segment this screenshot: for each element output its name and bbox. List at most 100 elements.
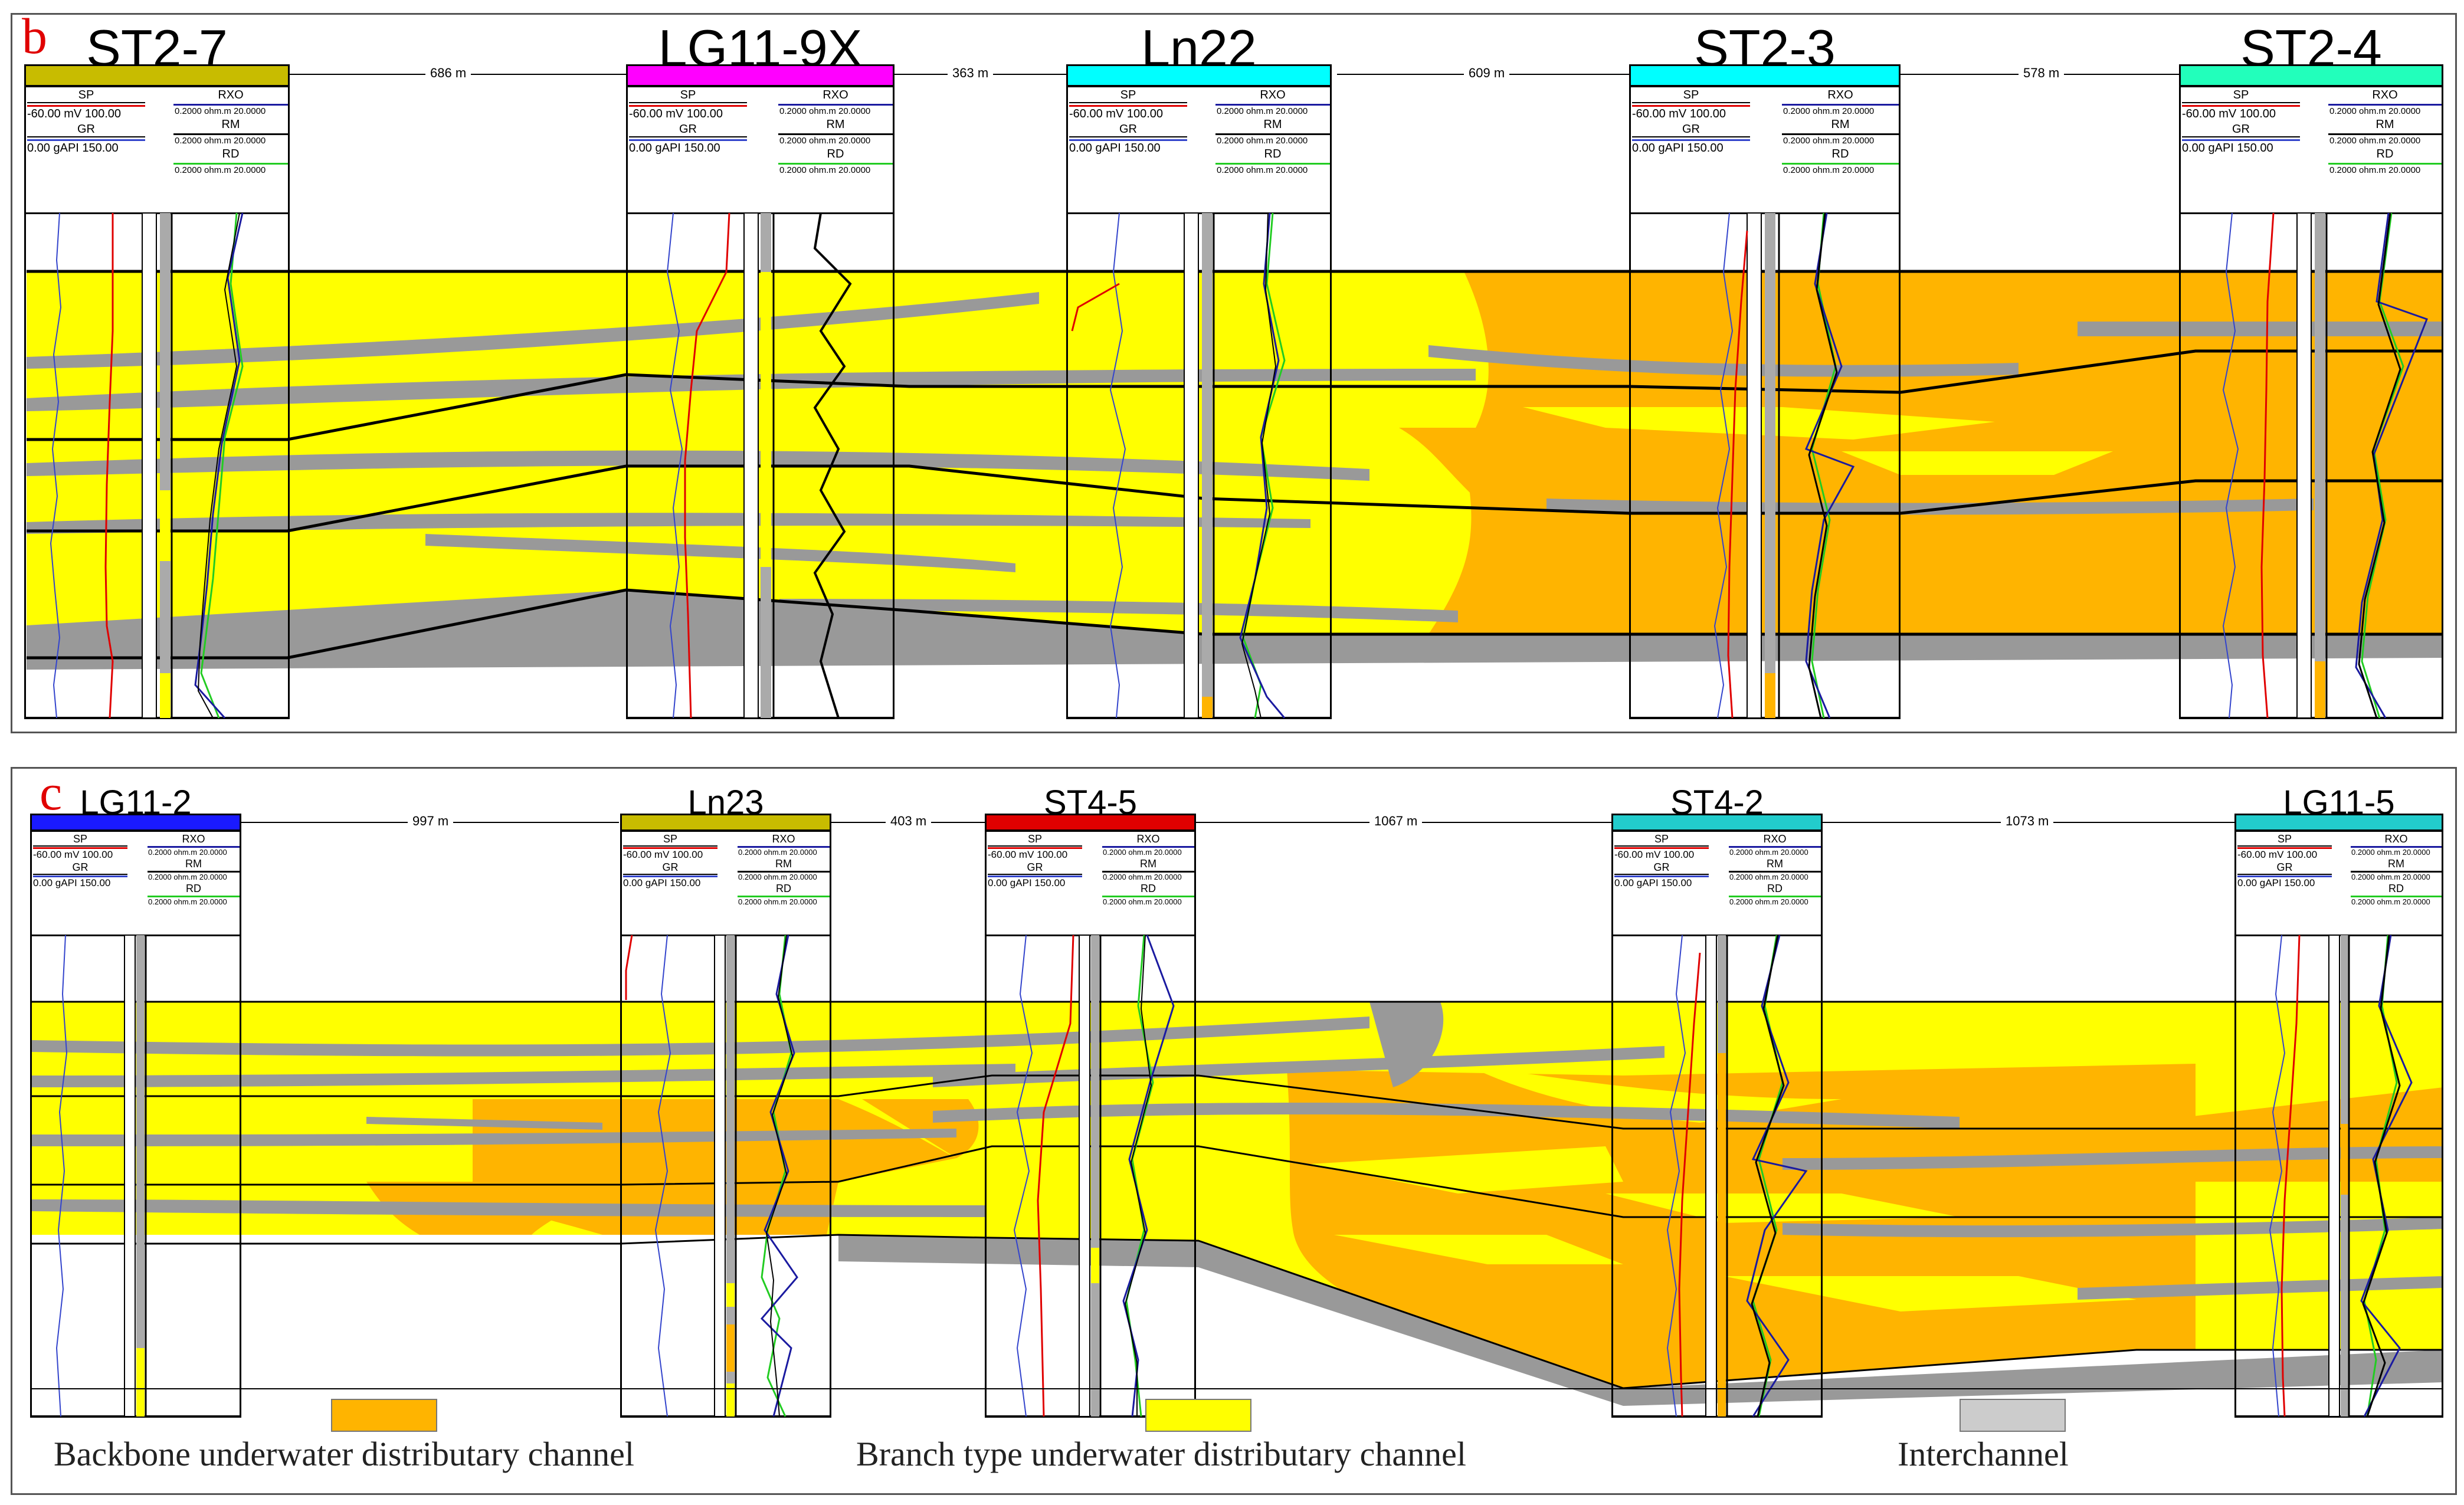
rd-line bbox=[1215, 163, 1330, 165]
log-header: SP -60.00 mV 100.00 GR 0.00 gAPI 150.00 … bbox=[2179, 86, 2443, 214]
rd-label: RD bbox=[1141, 883, 1156, 894]
gr-line bbox=[33, 876, 127, 877]
rxo-range: 0.2000 ohm.m 20.0000 bbox=[1103, 848, 1182, 857]
sp-line bbox=[2237, 847, 2332, 849]
gr-range: 0.00 gAPI 150.00 bbox=[2182, 142, 2273, 155]
rd-label: RD bbox=[2376, 147, 2394, 160]
gr-label: GR bbox=[623, 861, 717, 875]
sp-range: -60.00 mV 100.00 bbox=[629, 107, 723, 120]
rm-line bbox=[778, 133, 893, 135]
distance-label: 609 m bbox=[1464, 65, 1510, 81]
gr-label: GR bbox=[1069, 123, 1187, 137]
well-column: ST4-2 SP -60.00 mV 100.00 GR 0.00 gAPI 1… bbox=[1611, 783, 1823, 1418]
well-column: ST4-5 SP -60.00 mV 100.00 GR 0.00 gAPI 1… bbox=[985, 783, 1196, 1418]
branch-lens bbox=[1842, 451, 2113, 475]
rm-range: 0.2000 ohm.m 20.0000 bbox=[2351, 873, 2430, 881]
gr-line bbox=[988, 876, 1082, 877]
rm-label: RM bbox=[2375, 118, 2394, 131]
legend-label-backbone: Backbone underwater distributary channel bbox=[54, 1435, 635, 1473]
rm-range: 0.2000 ohm.m 20.0000 bbox=[148, 873, 227, 881]
gr-line bbox=[1632, 139, 1750, 141]
sp-range: -60.00 mV 100.00 bbox=[2182, 107, 2276, 120]
well-column: ST2-4 SP -60.00 mV 100.00 GR 0.00 gAPI 1… bbox=[2179, 19, 2443, 719]
log-track bbox=[2234, 935, 2443, 1418]
log-track bbox=[1066, 213, 1332, 719]
log-header: SP -60.00 mV 100.00 GR 0.00 gAPI 150.00 … bbox=[620, 830, 831, 936]
gr-line bbox=[2182, 139, 2300, 141]
interchannel-streaks bbox=[30, 1002, 2443, 1406]
rd-range: 0.2000 ohm.m 20.0000 bbox=[1783, 165, 1875, 175]
log-track bbox=[1611, 935, 1823, 1418]
rd-line bbox=[1729, 896, 1821, 897]
well-column: ST2-7 SP -60.00 mV 100.00 GR 0.00 gAPI 1… bbox=[24, 19, 290, 719]
rm-label: RM bbox=[775, 858, 792, 870]
sp-line bbox=[1069, 105, 1187, 107]
rd-line bbox=[778, 163, 893, 165]
rd-line bbox=[173, 163, 288, 165]
legend-swatch-backbone bbox=[331, 1399, 437, 1432]
rm-line bbox=[2328, 133, 2442, 135]
well-color-bar bbox=[626, 64, 894, 87]
sp-label: SP bbox=[1069, 88, 1187, 103]
legend-divider bbox=[30, 1388, 2443, 1389]
rxo-range: 0.2000 ohm.m 20.0000 bbox=[1729, 848, 1808, 857]
rxo-label: RXO bbox=[1763, 833, 1787, 845]
rd-label: RD bbox=[776, 883, 791, 894]
sp-line bbox=[33, 847, 127, 849]
rd-range: 0.2000 ohm.m 20.0000 bbox=[738, 897, 817, 906]
distance-label: 686 m bbox=[425, 65, 471, 81]
rm-line bbox=[2351, 871, 2442, 873]
legend-swatch-interchannel bbox=[1960, 1399, 2066, 1432]
rd-range: 0.2000 ohm.m 20.0000 bbox=[175, 165, 266, 175]
rd-line bbox=[148, 896, 240, 897]
sp-line bbox=[2182, 105, 2300, 107]
rxo-line bbox=[148, 846, 240, 848]
sp-label: SP bbox=[2182, 88, 2300, 103]
log-track bbox=[24, 213, 290, 719]
log-header: SP -60.00 mV 100.00 GR 0.00 gAPI 150.00 … bbox=[2234, 830, 2443, 936]
log-track bbox=[1629, 213, 1901, 719]
sp-range: -60.00 mV 100.00 bbox=[1069, 107, 1163, 120]
gr-label: GR bbox=[629, 123, 747, 137]
rxo-range: 0.2000 ohm.m 20.0000 bbox=[2351, 848, 2430, 857]
gr-range: 0.00 gAPI 150.00 bbox=[33, 877, 111, 888]
gr-range: 0.00 gAPI 150.00 bbox=[1632, 142, 1724, 155]
legend-label-branch: Branch type underwater distributary chan… bbox=[856, 1435, 1466, 1473]
log-header: SP -60.00 mV 100.00 GR 0.00 gAPI 150.00 … bbox=[1629, 86, 1901, 214]
gr-range: 0.00 gAPI 150.00 bbox=[988, 877, 1066, 888]
rxo-label: RXO bbox=[1136, 833, 1160, 845]
gr-line bbox=[629, 139, 747, 141]
rxo-range: 0.2000 ohm.m 20.0000 bbox=[779, 106, 871, 116]
sp-line bbox=[27, 105, 145, 107]
gr-range: 0.00 gAPI 150.00 bbox=[1614, 877, 1692, 888]
distance-label: 363 m bbox=[948, 65, 994, 81]
gr-line bbox=[1069, 139, 1187, 141]
gr-range: 0.00 gAPI 150.00 bbox=[629, 142, 720, 155]
well-column: Ln22 SP -60.00 mV 100.00 GR 0.00 gAPI 15… bbox=[1066, 19, 1332, 719]
gr-label: GR bbox=[27, 123, 145, 137]
legend-swatch-branch bbox=[1145, 1399, 1251, 1432]
rm-range: 0.2000 ohm.m 20.0000 bbox=[1729, 873, 1808, 881]
sp-range: -60.00 mV 100.00 bbox=[2237, 849, 2318, 860]
rxo-range: 0.2000 ohm.m 20.0000 bbox=[1217, 106, 1308, 116]
rxo-range: 0.2000 ohm.m 20.0000 bbox=[1783, 106, 1875, 116]
rd-line bbox=[738, 896, 830, 897]
rxo-line bbox=[2328, 104, 2442, 106]
rxo-line bbox=[1729, 846, 1821, 848]
well-column: LG11-2 SP -60.00 mV 100.00 GR 0.00 gAPI … bbox=[30, 783, 241, 1418]
sp-line bbox=[629, 105, 747, 107]
rd-range: 0.2000 ohm.m 20.0000 bbox=[148, 897, 227, 906]
rd-label: RD bbox=[186, 883, 201, 894]
well-color-bar bbox=[1611, 814, 1823, 831]
rxo-line bbox=[1102, 846, 1194, 848]
sp-label: SP bbox=[1632, 88, 1750, 103]
rm-label: RM bbox=[826, 118, 845, 131]
rm-range: 0.2000 ohm.m 20.0000 bbox=[738, 873, 817, 881]
rd-label: RD bbox=[222, 147, 240, 160]
rm-label: RM bbox=[1767, 858, 1783, 870]
well-column: LG11-5 SP -60.00 mV 100.00 GR 0.00 gAPI … bbox=[2234, 783, 2443, 1418]
log-track bbox=[620, 935, 831, 1418]
distance-label: 403 m bbox=[886, 814, 932, 829]
gr-line bbox=[2237, 876, 2332, 877]
rxo-line bbox=[1215, 104, 1330, 106]
